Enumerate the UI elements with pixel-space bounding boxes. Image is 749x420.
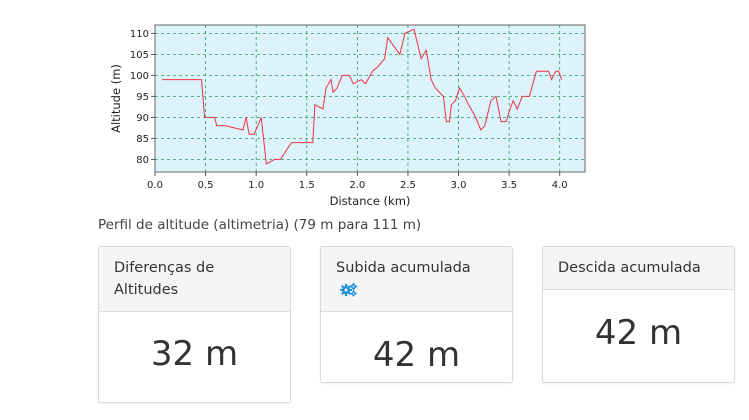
plot-frame bbox=[154, 24, 586, 173]
altitude-profile-chart: 0.0 0.5 1.0 1.5 2.0 2.5 3.0 3.5 4.0 80 85 90 95 100 10… bbox=[109, 24, 586, 208]
y-axis-label: Altitude (m) bbox=[109, 64, 123, 133]
card-value: 32 m bbox=[150, 334, 239, 374]
axes: 0.0 0.5 1.0 1.5 2.0 2.5 3.0 3.5 4.0 80 85 90 95 100 10… bbox=[130, 29, 568, 191]
card-header: Subida acumulada bbox=[321, 247, 512, 312]
y-tick-label: 85 bbox=[136, 134, 149, 145]
gears-icon[interactable] bbox=[340, 282, 358, 298]
x-tick-label: 1.5 bbox=[299, 180, 315, 191]
card-header: Descida acumulada bbox=[543, 247, 734, 290]
grid bbox=[154, 25, 585, 172]
card-title: Descida acumulada bbox=[558, 260, 701, 276]
y-tick-label: 90 bbox=[136, 113, 149, 124]
x-tick-label: 2.0 bbox=[349, 180, 365, 191]
y-tick-label: 95 bbox=[136, 92, 149, 103]
card-title: Subida acumulada bbox=[336, 260, 471, 276]
card-header: Diferenças de Altitudes bbox=[99, 247, 290, 312]
x-tick-label: 3.5 bbox=[501, 180, 517, 191]
altitude-line bbox=[162, 28, 563, 165]
x-tick-label: 3.0 bbox=[451, 180, 467, 191]
card-title: Diferenças de Altitudes bbox=[114, 260, 215, 298]
y-tick-label: 110 bbox=[130, 29, 149, 40]
y-tick-label: 80 bbox=[136, 155, 149, 166]
accumulated-ascent-card: Subida acumulada 42 m bbox=[320, 246, 513, 383]
plot-area bbox=[155, 25, 585, 172]
card-value: 42 m bbox=[372, 335, 461, 375]
y-tick-label: 105 bbox=[130, 50, 149, 61]
x-axis-label: Distance (km) bbox=[330, 194, 411, 208]
x-tick-label: 1.0 bbox=[248, 180, 264, 191]
accumulated-descent-card: Descida acumulada 42 m bbox=[542, 246, 735, 383]
altitude-difference-card: Diferenças de Altitudes 32 m bbox=[98, 246, 291, 403]
x-tick-label: 0.5 bbox=[198, 180, 214, 191]
x-tick-label: 0.0 bbox=[147, 180, 163, 191]
y-tick-label: 100 bbox=[130, 71, 149, 82]
x-tick-label: 4.0 bbox=[552, 180, 568, 191]
card-value: 42 m bbox=[594, 313, 683, 353]
chart-caption: Perfil de altitude (altimetria) (79 m pa… bbox=[98, 217, 422, 233]
x-tick-label: 2.5 bbox=[400, 180, 416, 191]
